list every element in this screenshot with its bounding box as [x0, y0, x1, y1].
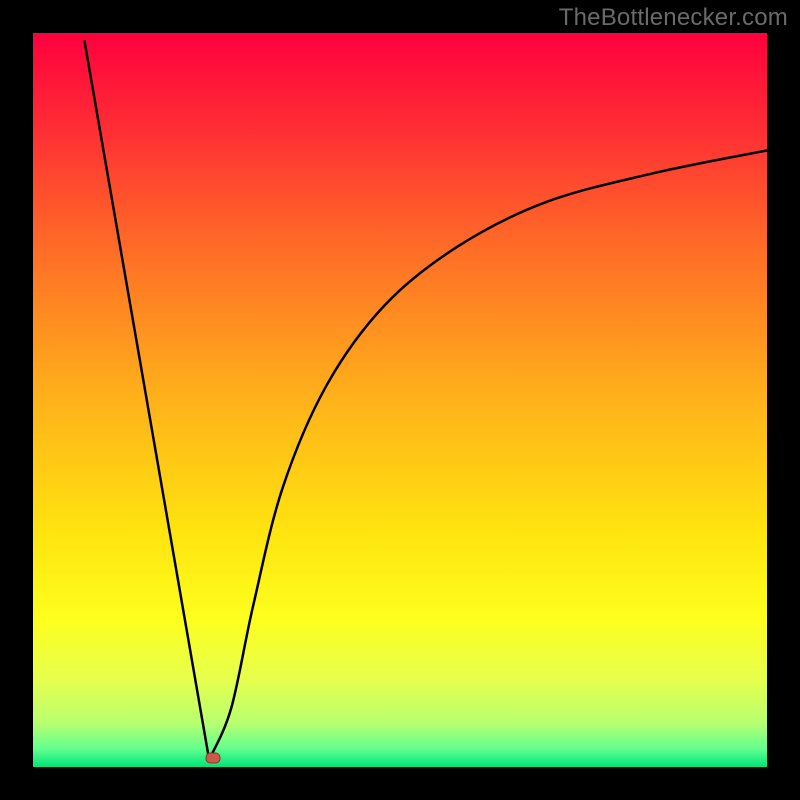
bottleneck-curve	[33, 33, 767, 767]
plot-area	[33, 33, 767, 767]
watermark-text: TheBottlenecker.com	[559, 4, 788, 32]
chart-frame: TheBottlenecker.com	[0, 0, 800, 800]
minimum-marker	[205, 753, 220, 764]
curve-left-branch	[84, 40, 209, 759]
curve-right-branch	[209, 150, 767, 759]
